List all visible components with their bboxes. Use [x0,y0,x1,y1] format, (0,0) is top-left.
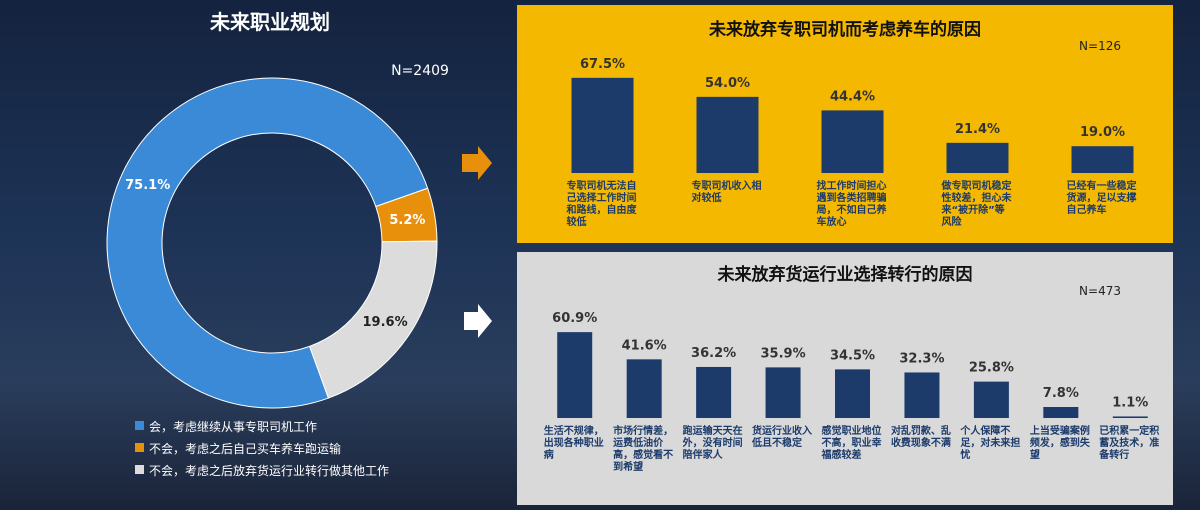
category-label: 找工作时间担心遇到各类招聘骗局，不如自己养车放心 [816,181,887,228]
chart-title: 未来放弃专职司机而考虑养车的原因 [708,19,981,40]
sample-size: N=473 [1079,284,1121,298]
category-label: 市场行情差，运费低油价高，感觉看不到希望 [613,426,674,473]
donut-slice [308,240,438,399]
sample-size: N=2409 [391,63,449,79]
value-label: 34.5% [830,348,875,363]
value-label: 32.3% [899,351,944,366]
value-label: 19.0% [1080,125,1125,140]
arrow-orange [462,146,492,180]
chart-title: 未来职业规划 [210,10,330,34]
value-label: 54.0% [705,76,750,91]
legend-swatch [135,465,144,474]
category-label: 已经有一些稳定货源，足以支撑自己养车 [1066,181,1137,216]
category-label: 生活不规律，出现各种职业病 [543,426,604,461]
legend-label: 不会，考虑之后自己买车养车跑运输 [149,442,342,456]
bar [696,96,759,173]
legend-label: 不会，考虑之后放弃货运行业转行做其他工作 [149,464,390,478]
value-label: 7.8% [1043,386,1079,401]
bar [973,381,1009,418]
donut-slice [106,77,429,409]
value-label: 41.6% [622,338,667,353]
value-label: 36.2% [691,346,736,361]
arrow-white [464,304,492,338]
value-label: 1.1% [1112,395,1148,410]
bar [904,372,940,418]
bar [946,142,1009,173]
bar [1071,146,1134,173]
legend-swatch [135,421,144,430]
category-label: 上当受骗案例频发，感到失望 [1029,426,1090,461]
value-label: 35.9% [761,346,806,361]
legend-swatch [135,443,144,452]
bar [821,110,884,173]
sample-size: N=126 [1079,39,1121,53]
category-label: 跑运输天天在外，没有时间陪伴家人 [682,426,743,461]
slice-label: 5.2% [389,213,425,228]
category-label: 感觉职业地位不高，职业幸福感较差 [821,426,882,461]
bar [626,359,662,418]
value-label: 44.4% [830,89,875,104]
category-label: 做专职司机稳定性较差，担心未来“被开除”等风险 [941,181,1012,228]
bar [557,332,593,418]
category-label: 已积累一定积蓄及技术，准备转行 [1099,426,1160,461]
bar [696,366,732,418]
category-label: 个人保障不足，对未来担忧 [960,426,1021,461]
value-label: 60.9% [552,311,597,326]
bar [765,367,801,418]
bar [571,77,634,173]
slice-label: 19.6% [363,315,408,330]
value-label: 25.8% [969,361,1014,376]
category-label: 专职司机无法自己选择工作时间和路线，自由度较低 [566,181,637,228]
category-label: 专职司机收入相对较低 [691,181,762,204]
legend-label: 会，考虑继续从事专职司机工作 [149,420,318,434]
value-label: 67.5% [580,57,625,72]
bar [1043,407,1079,418]
slice-label: 75.1% [125,178,170,193]
chart-title: 未来放弃货运行业选择转行的原因 [717,264,973,285]
value-label: 21.4% [955,122,1000,137]
bar [835,369,870,418]
category-label: 对乱罚款、乱收费现象不满 [890,426,951,449]
category-label: 货运行业收入低且不稳定 [752,426,813,449]
bar [1112,416,1148,418]
